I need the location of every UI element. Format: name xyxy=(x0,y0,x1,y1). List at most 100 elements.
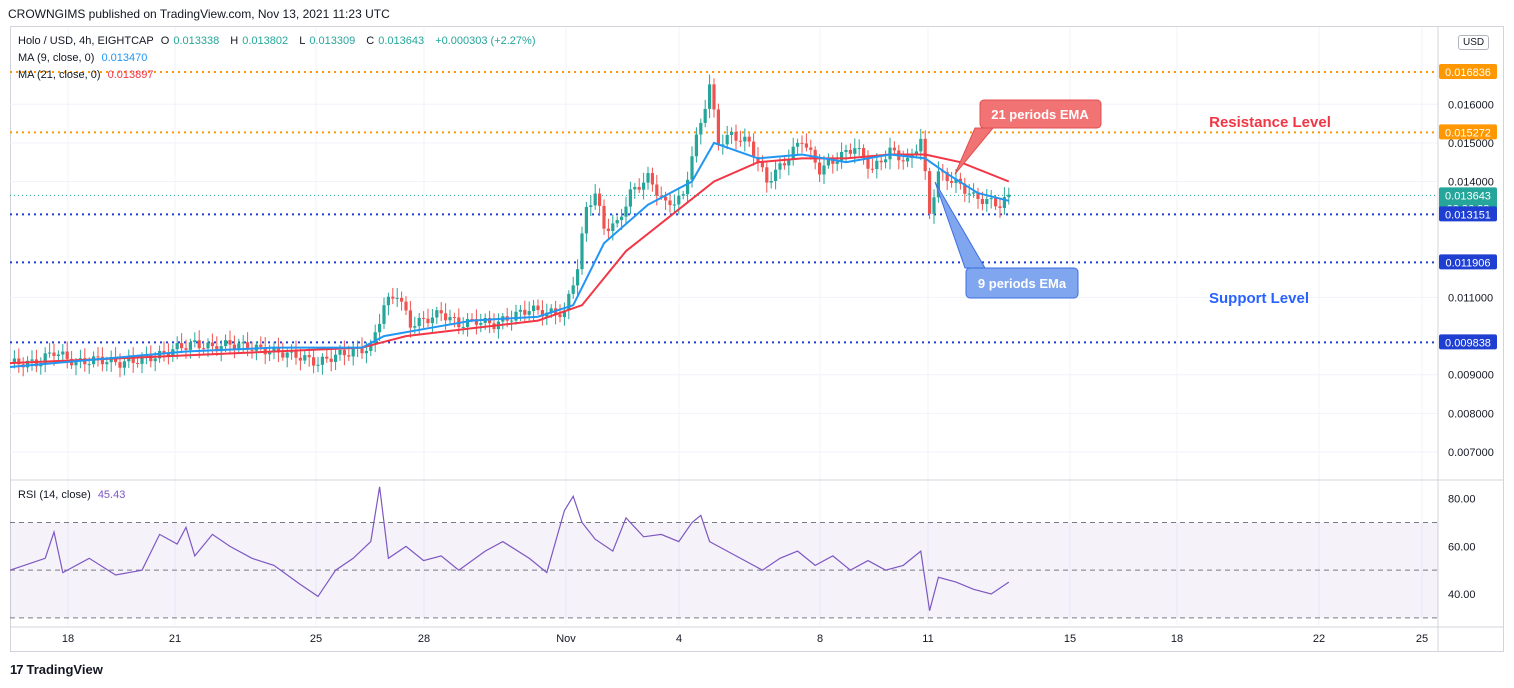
candle-body xyxy=(593,193,597,206)
resistance-level-label: Resistance Level xyxy=(1209,114,1331,131)
x-tick-label: 25 xyxy=(310,633,322,645)
candle-body xyxy=(413,326,417,328)
rsi-tick-label: 60.00 xyxy=(1448,541,1476,553)
candle-body xyxy=(857,148,861,150)
candle-body xyxy=(364,350,368,354)
candle-body xyxy=(725,134,729,145)
legend-ma21-row[interactable]: MA (21, close, 0) 0.013897 xyxy=(18,68,158,82)
candle-body xyxy=(879,160,883,163)
price-label-box xyxy=(1439,254,1497,270)
candle-body xyxy=(184,348,188,350)
x-tick-label: 18 xyxy=(1171,633,1183,645)
price-tick-label: 0.016000 xyxy=(1448,99,1494,111)
footer-brand[interactable]: 17 TradingView xyxy=(10,662,103,677)
o-label: O xyxy=(160,35,170,47)
candle-body xyxy=(756,157,760,163)
candle-body xyxy=(417,317,421,327)
candle-body xyxy=(870,168,874,170)
candle-body xyxy=(61,351,65,355)
candle-body xyxy=(294,350,298,358)
candle-body xyxy=(131,357,135,363)
candle-body xyxy=(281,352,285,358)
candle-body xyxy=(347,355,351,357)
candle-body xyxy=(479,322,483,325)
rsi-value: 45.43 xyxy=(97,489,126,501)
tradingview-logo-icon: 17 xyxy=(10,662,24,677)
candle-body xyxy=(122,361,126,368)
candle-body xyxy=(633,187,637,190)
rsi-tick-label: 40.00 xyxy=(1448,589,1476,601)
chart-frame xyxy=(10,26,1504,652)
candle-body xyxy=(822,165,826,175)
candle-body xyxy=(932,197,936,214)
footer-brand-text: TradingView xyxy=(26,662,103,677)
x-tick-label: 22 xyxy=(1313,633,1325,645)
candle-body xyxy=(96,356,100,358)
candle-body xyxy=(259,344,263,348)
h-value: 0.013802 xyxy=(242,35,289,47)
price-label-box xyxy=(1439,124,1497,140)
candle-body xyxy=(928,171,932,214)
price-tick-label: 0.011000 xyxy=(1448,292,1493,304)
candle-body xyxy=(998,206,1002,208)
candle-body xyxy=(672,204,676,206)
candle-body xyxy=(74,361,78,366)
candle-body xyxy=(307,355,311,358)
candle-body xyxy=(268,351,272,355)
candle-body xyxy=(466,318,470,327)
candle-body xyxy=(699,122,703,135)
l-value: 0.013309 xyxy=(309,35,356,47)
price-label-box xyxy=(1439,334,1497,350)
price-tick-label: 0.007000 xyxy=(1448,447,1494,459)
candle-body xyxy=(378,323,382,333)
candle-body xyxy=(246,342,250,350)
x-tick-label: Nov xyxy=(556,633,576,645)
candle-body xyxy=(532,305,536,312)
candle-body xyxy=(298,357,302,361)
candle-body xyxy=(562,310,566,318)
candle-body xyxy=(316,364,320,366)
candle-body xyxy=(598,193,602,206)
candle-body xyxy=(386,296,390,306)
candle-body xyxy=(87,364,91,366)
candle-body xyxy=(602,205,606,229)
candle-body xyxy=(26,360,30,368)
candle-body xyxy=(976,192,980,199)
candle-body xyxy=(589,205,593,207)
candle-body xyxy=(950,181,954,183)
candle-body xyxy=(901,160,905,162)
candle-body xyxy=(606,228,610,232)
candle-body xyxy=(329,358,333,362)
candle-body xyxy=(646,173,650,183)
candle-body xyxy=(12,358,16,364)
candle-body xyxy=(659,195,663,197)
candle-body xyxy=(30,359,34,361)
candle-body xyxy=(743,136,747,142)
candle-body xyxy=(571,285,575,294)
price-label-text: 0.015272 xyxy=(1445,127,1491,139)
candle-body xyxy=(980,198,984,205)
legend-symbol[interactable]: Holo / USD, 4h, EIGHTCAP xyxy=(18,35,154,47)
candle-body xyxy=(373,332,377,344)
ma21-line xyxy=(9,153,1010,365)
candle-body xyxy=(906,157,910,162)
ma21-value: 0.013897 xyxy=(107,69,154,81)
candle-body xyxy=(686,179,690,195)
candle-body xyxy=(875,160,879,170)
candle-body xyxy=(558,314,562,318)
candle-body xyxy=(56,354,60,356)
candle-body xyxy=(690,156,694,180)
legend-ma9-row[interactable]: MA (9, close, 0) 0.013470 xyxy=(18,51,151,65)
candle-body xyxy=(716,109,720,145)
legend-rsi-row[interactable]: RSI (14, close) 45.43 xyxy=(18,488,129,502)
candle-body xyxy=(334,354,338,362)
candle-body xyxy=(738,140,742,142)
candle-body xyxy=(650,173,654,185)
candle-body xyxy=(285,352,289,358)
price-label-text: 0.013643 xyxy=(1445,190,1491,202)
candle-body xyxy=(985,199,989,205)
o-value: 0.013338 xyxy=(173,35,220,47)
currency-button[interactable]: USD xyxy=(1458,35,1490,50)
h-label: H xyxy=(230,35,239,47)
